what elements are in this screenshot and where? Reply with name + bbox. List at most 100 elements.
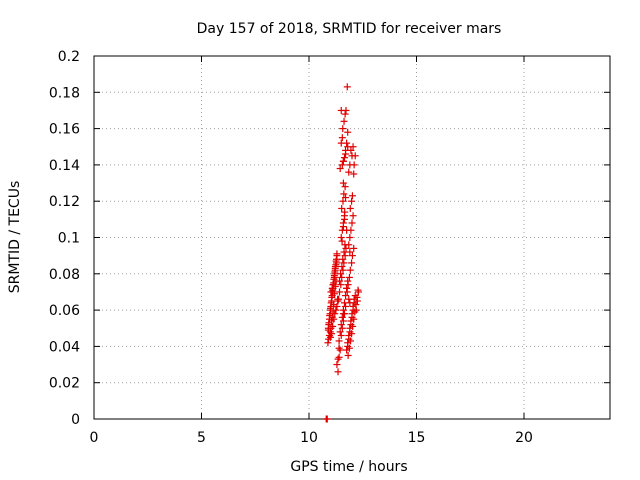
chart-title: Day 157 of 2018, SRMTID for receiver mar… [197,21,502,37]
data-point [329,322,337,330]
y-tick-label: 0.08 [49,267,80,283]
data-point [335,295,343,303]
y-tick-label: 0.06 [49,303,80,319]
x-tick-label: 15 [408,430,426,446]
data-point [335,353,343,361]
data-point [346,337,354,345]
data-point [348,252,356,260]
data-point [345,168,353,176]
data-point [340,154,348,162]
data-point [339,179,347,187]
x-tick-labels: 0 5 10 15 20 [90,430,533,446]
data-point [342,292,350,300]
axis-ticks [93,55,610,420]
data-point [328,293,336,301]
data-point [330,272,338,280]
data-point [334,297,342,305]
data-point [352,301,360,309]
data-point [341,208,349,216]
x-tick-label: 20 [515,430,533,446]
y-tick-label: 0.18 [49,85,80,101]
grid-lines [94,56,610,419]
data-point [342,194,350,202]
data-point [354,286,362,294]
data-point [323,415,331,423]
data-point [344,277,352,285]
data-point [337,139,345,147]
data-point [343,288,351,296]
data-point [333,302,341,310]
data-point [345,295,353,303]
data-point [342,244,350,252]
data-point [346,234,354,241]
data-point [343,226,351,234]
data-point [339,223,347,231]
data-point [336,277,344,285]
data-point [348,259,356,267]
data-point [340,215,348,223]
data-point [345,273,353,281]
data-point [337,234,345,241]
data-point [337,281,345,289]
data-point [331,264,339,272]
data-point [338,313,346,321]
y-axis-label: SRMTID / TECUs [7,181,23,294]
y-tick-label: 0.2 [58,49,80,65]
data-point [336,346,344,354]
data-point [336,165,344,173]
data-point [335,344,343,352]
data-point [337,270,345,278]
y-tick-label: 0.04 [49,339,80,355]
data-points [322,83,362,423]
data-point [340,117,348,125]
data-point [328,330,336,338]
data-point [338,161,346,169]
data-point [353,293,361,301]
data-point [342,302,350,310]
y-tick-label: 0.12 [49,194,80,210]
data-point [351,308,359,316]
data-point [341,183,349,191]
data-point [339,310,347,318]
data-point [344,128,352,136]
data-point [333,259,341,267]
data-point [345,344,353,352]
data-point [338,324,346,332]
data-point [336,288,344,296]
data-point [343,284,351,292]
x-tick-label: 5 [197,430,206,446]
data-point [335,337,343,345]
data-point [339,266,347,274]
data-point [346,299,354,307]
data-point [346,248,354,256]
y-tick-labels: 0 0.02 0.04 0.06 0.08 0.1 0.12 0.14 0.16 0.18 0.2 [49,49,80,428]
x-axis-label: GPS time / hours [290,459,407,475]
data-point [332,306,340,314]
y-tick-label: 0.14 [49,158,80,174]
data-point [344,351,352,359]
data-point [330,315,338,323]
data-point [339,157,347,165]
data-point [329,281,337,289]
data-point [339,197,347,205]
data-point [340,190,348,198]
data-point [349,143,357,151]
data-point [338,273,346,281]
data-point [337,106,345,114]
data-point [348,192,356,200]
data-point [350,315,358,323]
data-point [345,241,353,249]
data-point [337,321,345,329]
data-point [338,237,346,245]
data-point [338,263,346,271]
data-point [336,328,344,336]
data-point [346,266,354,274]
data-point [337,332,345,340]
data-point [334,355,342,363]
y-tick-label: 0.02 [49,376,80,392]
data-point [348,152,356,160]
data-point [343,83,351,91]
data-point [350,244,358,252]
data-point [348,219,356,227]
data-point [349,212,357,220]
